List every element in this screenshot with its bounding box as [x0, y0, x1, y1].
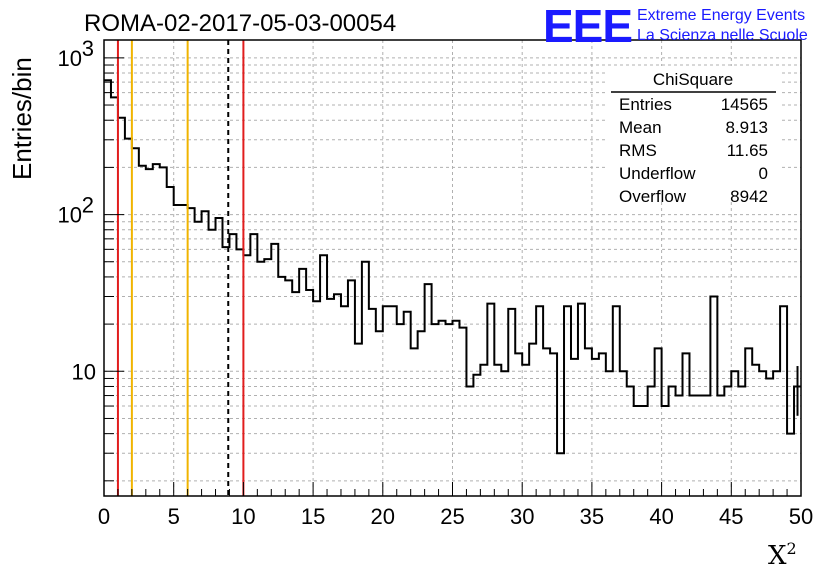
x-tick-label: 45 [719, 504, 743, 529]
stats-row-label: RMS [619, 141, 657, 160]
y-tick-exponent: 3 [82, 36, 94, 61]
stats-row-value: 14565 [721, 95, 768, 114]
x-axis-label: X2 [768, 539, 797, 571]
x-axis-label-base: X [768, 541, 787, 571]
logo-line-1: Extreme Energy Events [637, 7, 805, 24]
logo-mark: EEE [543, 0, 632, 52]
chart-title: ROMA-02-2017-05-03-00054 [84, 10, 396, 37]
stats-row-value: 11.65 [727, 141, 768, 160]
x-tick-label: 25 [440, 504, 464, 529]
y-axis-label: Entries/bin [7, 57, 37, 180]
x-axis-label-superscript: 2 [787, 539, 797, 558]
x-tick-label: 10 [231, 504, 255, 529]
histogram-series [104, 79, 801, 455]
stats-box-background [606, 66, 780, 202]
histogram-step-line [104, 79, 801, 455]
x-tick-label: 50 [789, 504, 813, 529]
x-tick-label: 5 [168, 504, 180, 529]
stats-row-label: Underflow [619, 164, 696, 183]
reference-lines [116, 40, 245, 496]
y-tick-exponent: 2 [82, 193, 94, 218]
stats-row-label: Overflow [619, 187, 687, 206]
y-tick-label: 10 [58, 46, 82, 71]
eee-logo: EEE Extreme Energy Events La Scienza nel… [543, 0, 808, 52]
stats-row-label: Mean [619, 118, 662, 137]
stats-row-label: Entries [619, 95, 672, 114]
y-tick-label: 10 [58, 203, 82, 228]
stats-row-value: 0 [759, 164, 768, 183]
x-tick-label: 0 [98, 504, 110, 529]
stats-row-value: 8.913 [725, 118, 768, 137]
x-tick-label: 15 [301, 504, 325, 529]
x-tick-label: 20 [371, 504, 395, 529]
stats-title: ChiSquare [653, 70, 733, 89]
stats-row-value: 8942 [730, 187, 768, 206]
stats-box: ChiSquare Entries 14565 Mean 8.913 RMS 11.65 U… [606, 66, 780, 206]
x-tick-label: 30 [510, 504, 534, 529]
y-tick-label: 10 [72, 359, 96, 384]
x-tick-label: 40 [649, 504, 673, 529]
stats-rows: Entries 14565 Mean 8.913 RMS 11.65 Underflow 0 O… [619, 95, 768, 206]
logo-line-2: La Scienza nelle Scuole [637, 27, 808, 44]
x-tick-label: 35 [580, 504, 604, 529]
